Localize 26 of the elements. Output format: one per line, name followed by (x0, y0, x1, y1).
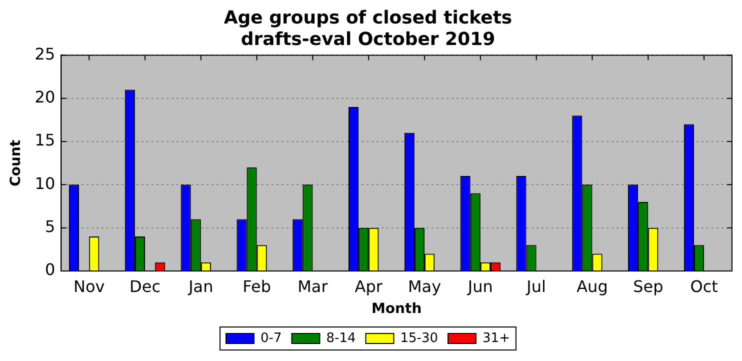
x-tick-label: Sep (633, 276, 664, 296)
legend-label: 8-14 (326, 330, 356, 346)
x-tick-label: Mar (298, 276, 328, 296)
x-tick-label: May (408, 276, 442, 296)
x-tick-label: Nov (73, 276, 105, 296)
y-tick-label: 15 (34, 130, 56, 150)
x-axis-title: Month (371, 301, 422, 318)
text: drafts-eval October 2019 (240, 29, 496, 50)
x-tick-label: Apr (354, 276, 383, 296)
legend-label: 31+ (482, 330, 510, 346)
legend-label: 0-7 (260, 330, 282, 346)
y-tick-label: 0 (44, 260, 56, 280)
legend-label: 15-30 (400, 330, 438, 346)
y-tick-label: 20 (34, 88, 56, 107)
y-tick-label: 5 (44, 216, 56, 236)
x-tick-label: Aug (576, 276, 608, 296)
y-axis-title: Count (8, 140, 24, 186)
text: Age groups of closed tickets (224, 7, 512, 28)
x-tick-label: Feb (242, 276, 271, 296)
x-tick-label: Dec (130, 276, 160, 296)
x-tick-label: Jan (188, 276, 214, 296)
x-tick-label: Jun (466, 276, 493, 296)
x-tick-label: Oct (690, 276, 718, 296)
x-tick-label: Jul (526, 276, 546, 296)
y-tick-label: 10 (34, 174, 56, 193)
y-tick-label: 25 (34, 44, 56, 64)
